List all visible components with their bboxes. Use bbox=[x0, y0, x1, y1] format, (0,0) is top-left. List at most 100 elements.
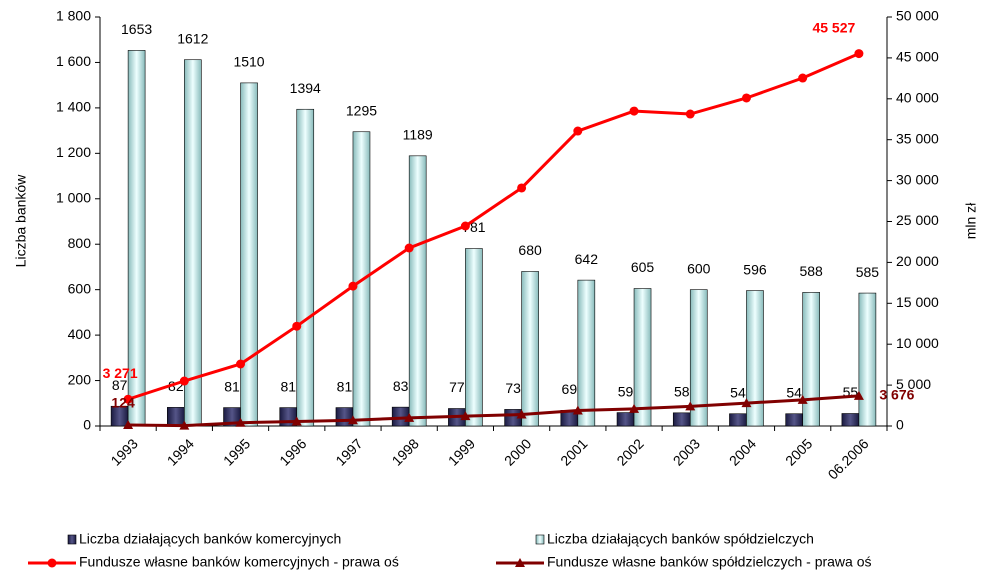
line-marker bbox=[123, 394, 133, 404]
y-axis-label: Liczba banków bbox=[13, 174, 29, 268]
bar bbox=[785, 413, 803, 427]
bar-value-label: 69 bbox=[562, 381, 578, 397]
line-marker bbox=[179, 376, 189, 386]
y-tick-label: 200 bbox=[68, 371, 92, 387]
line-marker bbox=[516, 409, 527, 419]
line-marker bbox=[123, 419, 134, 429]
bar-value-label: 73 bbox=[505, 380, 521, 396]
bar-value-label: 81 bbox=[337, 378, 353, 394]
bar bbox=[167, 407, 185, 427]
bar bbox=[240, 82, 258, 427]
bar bbox=[858, 292, 877, 427]
line-marker bbox=[629, 106, 639, 116]
line-marker bbox=[236, 359, 246, 369]
y-tick-label: 1 800 bbox=[56, 8, 91, 24]
bar bbox=[577, 279, 596, 427]
line-marker bbox=[685, 401, 696, 411]
legend-swatch bbox=[535, 534, 545, 545]
bar-value-label: 1394 bbox=[290, 80, 321, 96]
bar-value-label: 585 bbox=[856, 264, 880, 280]
bar-value-label: 1189 bbox=[403, 127, 433, 143]
legend-label: Fundusze własne banków komercyjnych - pr… bbox=[79, 554, 399, 570]
y-tick-label: 1 400 bbox=[56, 99, 91, 115]
bar-value-label: 77 bbox=[449, 379, 465, 395]
x-tick-label: 2003 bbox=[670, 435, 703, 468]
line-value-label: 124 bbox=[111, 395, 135, 411]
line-marker bbox=[235, 417, 246, 427]
legend-marker bbox=[515, 558, 525, 567]
bar bbox=[729, 413, 747, 427]
y-tick-label: 1 200 bbox=[56, 144, 91, 160]
line-marker bbox=[460, 221, 470, 231]
line-marker bbox=[291, 416, 302, 426]
bar bbox=[408, 155, 427, 427]
x-tick-label: 2000 bbox=[501, 435, 534, 468]
bar-value-label: 87 bbox=[112, 377, 128, 393]
bar-value-label: 680 bbox=[518, 242, 542, 258]
bar-value-label: 600 bbox=[687, 260, 711, 276]
line-value-label: 45 527 bbox=[812, 19, 855, 35]
line-marker bbox=[292, 321, 302, 331]
legend-label: Liczba działających banków spółdzielczyc… bbox=[547, 531, 814, 547]
y-tick-label: 600 bbox=[68, 280, 92, 296]
bar-value-label: 605 bbox=[631, 259, 655, 275]
bar bbox=[672, 412, 691, 427]
y2-tick-label: 5 000 bbox=[896, 376, 931, 392]
x-tick-label: 1993 bbox=[108, 435, 141, 468]
line-marker bbox=[854, 49, 864, 59]
y2-tick-label: 35 000 bbox=[896, 130, 939, 146]
bar bbox=[633, 288, 652, 427]
y2-tick-label: 50 000 bbox=[896, 8, 939, 24]
bar-value-label: 59 bbox=[618, 383, 634, 399]
y2-axis-label: mln zł bbox=[963, 202, 979, 239]
bar-value-label: 54 bbox=[786, 384, 802, 400]
bar-value-label: 1510 bbox=[233, 54, 264, 70]
bar-value-label: 596 bbox=[743, 261, 767, 277]
bar bbox=[465, 248, 483, 427]
line-marker bbox=[798, 73, 808, 83]
bar-value-label: 81 bbox=[280, 378, 296, 394]
y-tick-label: 1 000 bbox=[56, 189, 91, 205]
line-value-label: 3 676 bbox=[879, 387, 914, 403]
bar-value-label: 1295 bbox=[346, 102, 377, 118]
line-marker bbox=[517, 183, 527, 193]
bar bbox=[296, 108, 315, 427]
bar-value-label: 83 bbox=[393, 378, 409, 394]
bar bbox=[616, 412, 635, 427]
bar-value-label: 588 bbox=[799, 263, 823, 279]
line-marker bbox=[573, 126, 583, 136]
bar bbox=[746, 290, 764, 427]
x-tick-label: 1998 bbox=[389, 435, 422, 468]
y-tick-label: 1 600 bbox=[56, 53, 91, 69]
bar-value-label: 1653 bbox=[121, 21, 152, 37]
line-marker bbox=[685, 109, 695, 119]
x-tick-label: 1995 bbox=[220, 435, 253, 468]
bar-value-label: 54 bbox=[730, 384, 746, 400]
x-tick-label: 2001 bbox=[557, 435, 590, 468]
legend-swatch bbox=[67, 534, 77, 545]
line bbox=[127, 52, 860, 401]
line-marker bbox=[348, 281, 358, 291]
bar bbox=[802, 292, 820, 427]
x-tick-label: 06.2006 bbox=[825, 435, 872, 482]
x-tick-label: 1994 bbox=[164, 435, 197, 468]
bar bbox=[184, 59, 202, 427]
bar bbox=[689, 289, 708, 427]
y2-tick-label: 0 bbox=[896, 417, 904, 433]
line-marker bbox=[741, 398, 752, 408]
x-tick-label: 1999 bbox=[445, 435, 478, 468]
legend-label: Fundusze własne banków spółdzielczych - … bbox=[547, 554, 872, 570]
y2-tick-label: 25 000 bbox=[896, 212, 939, 228]
line-marker bbox=[853, 390, 864, 400]
line-value-label: 3 271 bbox=[103, 365, 138, 381]
bar bbox=[841, 413, 860, 427]
y2-tick-label: 40 000 bbox=[896, 90, 939, 106]
line-marker bbox=[404, 243, 414, 253]
x-tick-label: 1997 bbox=[332, 435, 365, 468]
legend-label: Liczba działających banków komercyjnych bbox=[79, 531, 341, 547]
line-marker bbox=[179, 420, 190, 430]
y2-tick-label: 20 000 bbox=[896, 253, 939, 269]
y-tick-label: 400 bbox=[68, 326, 92, 342]
